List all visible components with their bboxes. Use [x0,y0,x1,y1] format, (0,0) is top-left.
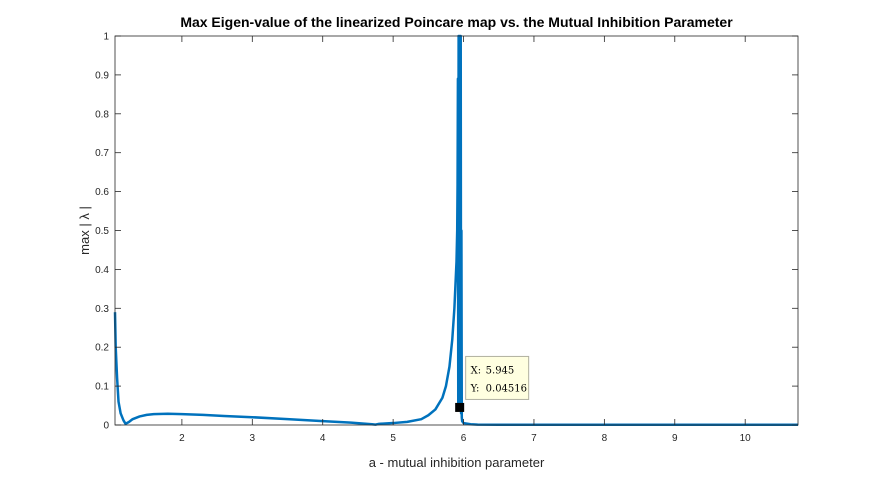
x-tick-label: 9 [672,433,678,444]
series-line-0 [113,34,798,427]
x-tick-label: 2 [179,433,185,444]
y-axis-ticks: 0 0.1 0.2 0.3 0.4 0.5 0.6 0.7 0.8 0.9 1 [95,32,798,432]
x-tick-label: 4 [320,433,326,444]
data-tip-box [465,355,530,400]
y-tick-label: 0.9 [95,70,109,81]
y-tick-label: 0.1 [95,382,109,393]
y-tick-label: 0.6 [95,187,109,198]
x-tick-label: 5 [390,433,396,444]
data-tip-y-label: Y: [470,383,480,394]
y-tick-label: 0.2 [95,343,109,354]
y-tick-label: 0.5 [95,226,109,237]
x-tick-label: 3 [250,433,256,444]
y-tick-label: 0 [103,421,109,432]
x-tick-label: 10 [740,433,752,444]
data-tip[interactable]: X: 5.945 Y: 0.04516 [455,355,530,412]
data-tip-x-label: X: [471,365,482,376]
y-axis-label: max | λ | [77,206,92,255]
plot-area [113,34,799,427]
y-tick-label: 0.7 [95,148,109,159]
x-tick-label: 7 [531,433,537,444]
y-tick-label: 1 [103,32,109,43]
y-tick-label: 0.4 [95,265,109,276]
data-tip-marker [455,402,465,412]
x-tick-label: 8 [602,433,608,444]
x-axis-label: a - mutual inhibition parameter [369,455,545,470]
data-tip-y-value: 0.04516 [486,383,527,394]
chart-title: Max Eigen-value of the linearized Poinca… [180,14,733,30]
data-tip-x-value: 5.945 [486,365,515,376]
y-tick-label: 0.3 [95,304,109,315]
y-tick-label: 0.8 [95,109,109,120]
x-tick-label: 6 [461,433,467,444]
x-axis-ticks: 2 3 4 5 6 7 8 9 10 [179,36,751,444]
